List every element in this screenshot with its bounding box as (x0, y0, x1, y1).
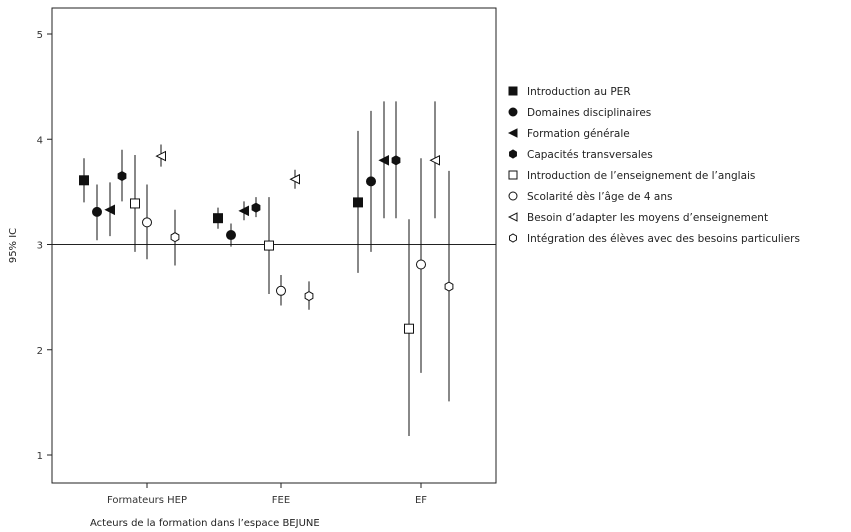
data-point (155, 150, 166, 162)
legend-marker (507, 128, 518, 138)
legend-marker (508, 170, 518, 180)
legend-marker (507, 212, 518, 222)
data-point (264, 240, 274, 251)
series-group (117, 101, 401, 219)
data-point (444, 281, 454, 292)
y-tick-label: 4 (37, 135, 43, 146)
x-tick-label: Formateurs HEP (107, 495, 187, 506)
data-point (213, 213, 223, 224)
legend-marker (508, 86, 518, 96)
data-point (142, 217, 152, 228)
data-point (404, 323, 414, 334)
legend-marker (508, 191, 518, 201)
data-point (117, 171, 127, 182)
legend-label: Domaines disciplinaires (527, 107, 651, 119)
series-group (130, 155, 414, 437)
data-point (92, 206, 102, 217)
data-point (238, 205, 249, 217)
legend-label: Introduction de l’enseignement de l’angl… (527, 170, 755, 182)
legend-label: Besoin d’adapter les moyens d’enseigneme… (527, 212, 768, 224)
data-point (378, 154, 389, 166)
y-axis-title: 95% IC (8, 228, 19, 263)
x-tick-label: EF (415, 495, 427, 506)
series-group (79, 130, 363, 273)
legend: Introduction au PER Domaines disciplinair… (507, 86, 800, 245)
legend-label: Intégration des élèves avec des besoins … (527, 233, 800, 245)
data-point (353, 197, 363, 208)
data-point (130, 198, 140, 209)
x-tick-label: FEE (272, 495, 290, 506)
data-point (304, 290, 314, 302)
legend-label: Scolarité dès l’âge de 4 ans (527, 191, 673, 203)
data-point (104, 204, 115, 216)
plot-frame (51, 7, 497, 484)
series-group (170, 170, 454, 402)
legend-label: Formation générale (527, 128, 630, 140)
legend-marker (509, 233, 517, 243)
legend-marker (509, 149, 517, 159)
data-point (79, 175, 89, 186)
data-point (289, 173, 300, 185)
series-group (155, 101, 440, 219)
data-point (251, 202, 261, 213)
legend-label: Introduction au PER (527, 86, 631, 98)
legend-marker (508, 107, 518, 117)
data-point (276, 285, 286, 296)
y-tick-label: 3 (37, 241, 43, 252)
data-point (366, 176, 376, 187)
series-group (104, 101, 389, 237)
y-tick-label: 2 (37, 346, 43, 357)
data-point (170, 232, 180, 243)
legend-label: Capacités transversales (527, 149, 653, 161)
y-tick-label: 5 (37, 30, 43, 41)
series-group (92, 110, 376, 252)
data-point (416, 259, 426, 270)
data-point (226, 230, 236, 241)
data-point (429, 154, 440, 166)
series-group (142, 158, 426, 373)
x-axis-title: Acteurs de la formation dans l’espace BE… (90, 518, 320, 529)
y-tick-label: 1 (37, 451, 43, 462)
data-point (391, 155, 401, 166)
